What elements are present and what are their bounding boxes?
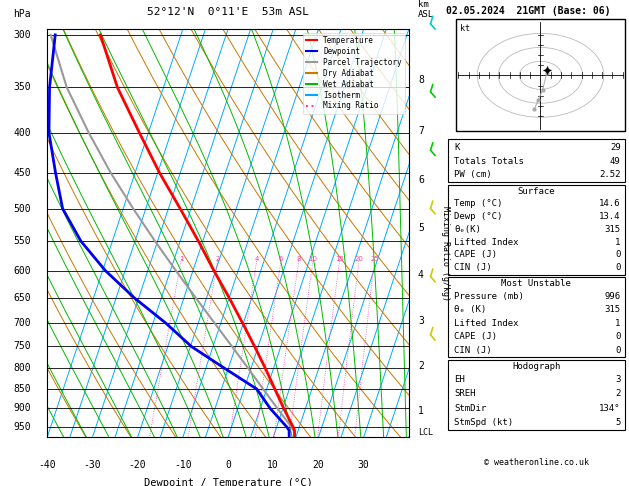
Text: 6: 6 (279, 256, 284, 262)
Text: 650: 650 (13, 293, 31, 303)
Text: PW (cm): PW (cm) (454, 171, 492, 179)
Text: 10: 10 (267, 460, 279, 470)
Text: Pressure (mb): Pressure (mb) (454, 292, 524, 301)
Text: CAPE (J): CAPE (J) (454, 332, 497, 341)
Text: θₑ (K): θₑ (K) (454, 305, 486, 314)
Text: 2: 2 (216, 256, 220, 262)
Text: 20: 20 (313, 460, 325, 470)
Text: Most Unstable: Most Unstable (501, 279, 571, 289)
Text: 550: 550 (13, 236, 31, 246)
Text: 315: 315 (604, 305, 621, 314)
Text: 7: 7 (418, 126, 424, 136)
Text: km
ASL: km ASL (418, 0, 434, 19)
Text: CAPE (J): CAPE (J) (454, 250, 497, 260)
Text: CIN (J): CIN (J) (454, 346, 492, 354)
Text: 2.52: 2.52 (599, 171, 621, 179)
Text: 500: 500 (13, 204, 31, 213)
Text: 25: 25 (370, 256, 379, 262)
Text: 49: 49 (610, 156, 621, 166)
Text: 0: 0 (615, 332, 621, 341)
Text: 13.4: 13.4 (599, 212, 621, 221)
Text: 8: 8 (418, 75, 424, 86)
Text: 450: 450 (13, 168, 31, 178)
Text: 0: 0 (615, 346, 621, 354)
Legend: Temperature, Dewpoint, Parcel Trajectory, Dry Adiabat, Wet Adiabat, Isotherm, Mi: Temperature, Dewpoint, Parcel Trajectory… (303, 33, 405, 114)
Text: 2: 2 (615, 389, 621, 399)
Bar (448, 277, 625, 357)
Text: 950: 950 (13, 422, 31, 432)
Text: 20: 20 (355, 256, 364, 262)
Text: 600: 600 (13, 265, 31, 276)
Text: 800: 800 (13, 364, 31, 373)
Text: 315: 315 (604, 225, 621, 234)
Text: -40: -40 (38, 460, 56, 470)
Text: SREH: SREH (454, 389, 476, 399)
Text: StmSpd (kt): StmSpd (kt) (454, 418, 513, 427)
Text: 6: 6 (418, 175, 424, 185)
Text: EH: EH (454, 375, 465, 384)
Text: 29: 29 (610, 143, 621, 152)
Text: K: K (454, 143, 459, 152)
Text: 0: 0 (225, 460, 231, 470)
Title: 52°12'N  0°11'E  53m ASL: 52°12'N 0°11'E 53m ASL (147, 7, 309, 17)
Text: 1: 1 (418, 406, 424, 417)
Text: 02.05.2024  21GMT (Base: 06): 02.05.2024 21GMT (Base: 06) (445, 6, 610, 16)
Text: 4: 4 (255, 256, 259, 262)
Text: 0: 0 (615, 263, 621, 272)
Text: 350: 350 (13, 82, 31, 92)
Text: 900: 900 (13, 403, 31, 414)
Text: -10: -10 (174, 460, 192, 470)
Text: kt: kt (460, 24, 470, 34)
Text: 700: 700 (13, 318, 31, 328)
Text: © weatheronline.co.uk: © weatheronline.co.uk (484, 457, 589, 467)
Bar (448, 185, 625, 275)
Text: θₑ(K): θₑ(K) (454, 225, 481, 234)
Text: 14.6: 14.6 (599, 199, 621, 208)
Text: 30: 30 (358, 460, 369, 470)
Text: Surface: Surface (518, 187, 555, 196)
Bar (448, 139, 625, 182)
Text: CIN (J): CIN (J) (454, 263, 492, 272)
Text: 10: 10 (309, 256, 318, 262)
Text: 850: 850 (13, 384, 31, 394)
Text: hPa: hPa (13, 9, 31, 19)
Text: Totals Totals: Totals Totals (454, 156, 524, 166)
Text: 3: 3 (615, 375, 621, 384)
Text: 5: 5 (615, 418, 621, 427)
Text: 400: 400 (13, 128, 31, 138)
Text: 5: 5 (418, 224, 424, 233)
Bar (448, 360, 625, 430)
Text: 3: 3 (418, 316, 424, 326)
Text: 8: 8 (297, 256, 301, 262)
Bar (456, 19, 625, 131)
Text: 2: 2 (418, 361, 424, 371)
Text: 1: 1 (179, 256, 184, 262)
Text: Lifted Index: Lifted Index (454, 238, 518, 246)
Text: -30: -30 (84, 460, 101, 470)
Text: 996: 996 (604, 292, 621, 301)
Text: Dewp (°C): Dewp (°C) (454, 212, 503, 221)
Text: StmDir: StmDir (454, 403, 486, 413)
Text: 15: 15 (335, 256, 344, 262)
Text: 0: 0 (615, 250, 621, 260)
Text: 750: 750 (13, 342, 31, 351)
Text: Lifted Index: Lifted Index (454, 319, 518, 328)
Text: 134°: 134° (599, 403, 621, 413)
Text: Temp (°C): Temp (°C) (454, 199, 503, 208)
Text: 1: 1 (615, 319, 621, 328)
Text: Mixing Ratio (g/kg): Mixing Ratio (g/kg) (440, 206, 450, 301)
Text: -20: -20 (129, 460, 147, 470)
Text: 4: 4 (418, 270, 424, 280)
Text: 1: 1 (615, 238, 621, 246)
Text: Dewpoint / Temperature (°C): Dewpoint / Temperature (°C) (143, 478, 313, 486)
Text: Hodograph: Hodograph (512, 362, 560, 371)
Text: 300: 300 (13, 30, 31, 40)
Text: LCL: LCL (418, 428, 433, 436)
